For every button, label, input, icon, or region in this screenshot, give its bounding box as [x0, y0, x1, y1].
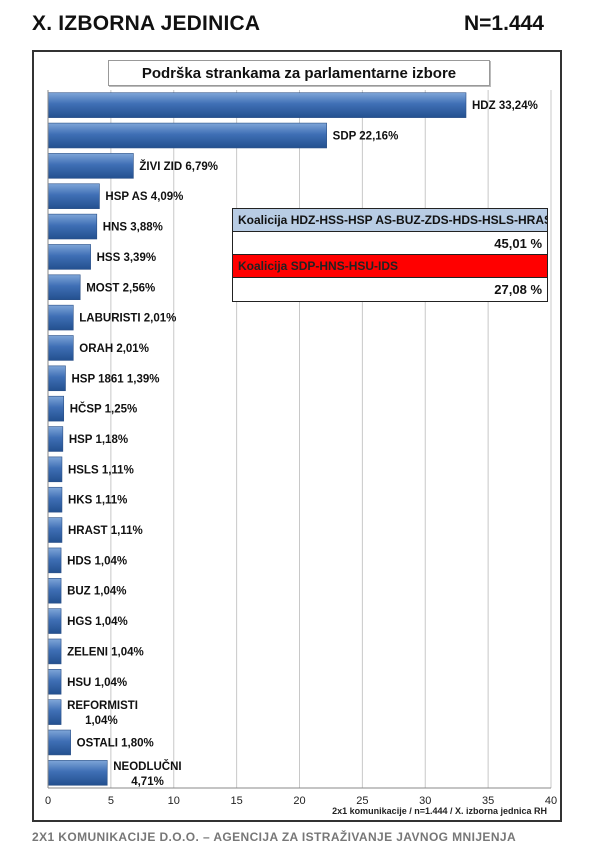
data-label: ORAH 2,01% [79, 343, 149, 355]
bar [47, 669, 62, 695]
bar [47, 213, 98, 240]
data-label: HSP AS 4,09% [105, 191, 183, 203]
bar [47, 699, 62, 725]
bar [47, 395, 65, 422]
bar [47, 183, 100, 209]
bar [47, 304, 74, 331]
data-label: HRAST 1,11% [68, 525, 143, 537]
bar [47, 760, 108, 786]
data-label-value: 1,04% [85, 715, 118, 727]
data-label: HKS 1,11% [68, 495, 127, 507]
bar [47, 274, 81, 301]
data-label: OSTALI 1,80% [77, 737, 154, 749]
data-label: HSLS 1,11% [68, 464, 134, 476]
data-label: HSS 3,39% [97, 252, 156, 264]
coalition-1-value: 45,01 % [233, 232, 547, 255]
bar [47, 638, 62, 665]
coalition-1-name: Koalicija HDZ-HSS-HSP AS-BUZ-ZDS-HDS-HSL… [233, 209, 547, 232]
data-label: HSP 1861 1,39% [71, 373, 159, 385]
data-label-value: 4,71% [131, 776, 164, 788]
data-label: HSP 1,18% [69, 434, 128, 446]
bar [47, 244, 91, 270]
coalition-2-value: 27,08 % [233, 278, 547, 301]
x-tick-label: 5 [108, 795, 114, 807]
x-tick-label: 35 [482, 795, 494, 807]
data-label: HSU 1,04% [67, 677, 127, 689]
bar [47, 365, 66, 392]
data-label: HČSP 1,25% [70, 403, 138, 416]
data-label: ZELENI 1,04% [67, 646, 144, 658]
bar-labels: HDZ 33,24% SDP 22,16% ŽIVI ZID 6,79% HSP AS… [67, 100, 538, 788]
data-label: HDZ 33,24% [472, 100, 538, 112]
bar [47, 335, 74, 361]
x-tick-label: 25 [356, 795, 368, 807]
bar [47, 486, 63, 513]
bar [47, 153, 134, 179]
data-label: LABURISTI 2,01% [79, 313, 176, 325]
coalition-2-name: Koalicija SDP-HNS-HSU-IDS [233, 255, 547, 278]
x-tick-label: 0 [45, 795, 51, 807]
data-label: SDP 22,16% [333, 131, 399, 143]
data-label: HDS 1,04% [67, 555, 127, 567]
data-label: ŽIVI ZID 6,79% [139, 160, 218, 173]
bars [47, 92, 467, 786]
grid-lines [47, 90, 552, 788]
bar [47, 456, 63, 483]
bar [47, 92, 467, 118]
data-label: HNS 3,88% [103, 222, 163, 234]
chart-title: Podrška strankama za parlamentarne izbor… [108, 60, 490, 86]
data-label: REFORMISTI [67, 700, 138, 712]
data-label: NEODLUČNI [113, 760, 181, 773]
page-title: X. IZBORNA JEDINICA [32, 12, 261, 35]
bar [47, 608, 62, 634]
footer-text: 2X1 KOMUNIKACIJE D.O.O. – AGENCIJA ZA IS… [32, 830, 517, 844]
bar [47, 577, 62, 604]
bar [47, 122, 327, 149]
bar [47, 547, 62, 574]
x-tick-label: 30 [419, 795, 431, 807]
data-label: BUZ 1,04% [67, 586, 126, 598]
sample-size-label: N=1.444 [464, 12, 544, 35]
bar [47, 426, 64, 452]
x-tick-label: 15 [231, 795, 243, 807]
bar [47, 517, 63, 543]
x-tick-label: 10 [168, 795, 180, 807]
x-tick-label: 20 [293, 795, 305, 807]
source-note: 2x1 komunikacije / n=1.444 / X. izborna … [332, 806, 547, 816]
bar [47, 729, 71, 756]
chart-frame [32, 50, 562, 822]
coalition-table: Koalicija HDZ-HSS-HSP AS-BUZ-ZDS-HDS-HSL… [232, 208, 548, 302]
data-label: HGS 1,04% [67, 616, 128, 628]
x-tick-label: 40 [545, 795, 557, 807]
data-label: MOST 2,56% [86, 282, 155, 294]
